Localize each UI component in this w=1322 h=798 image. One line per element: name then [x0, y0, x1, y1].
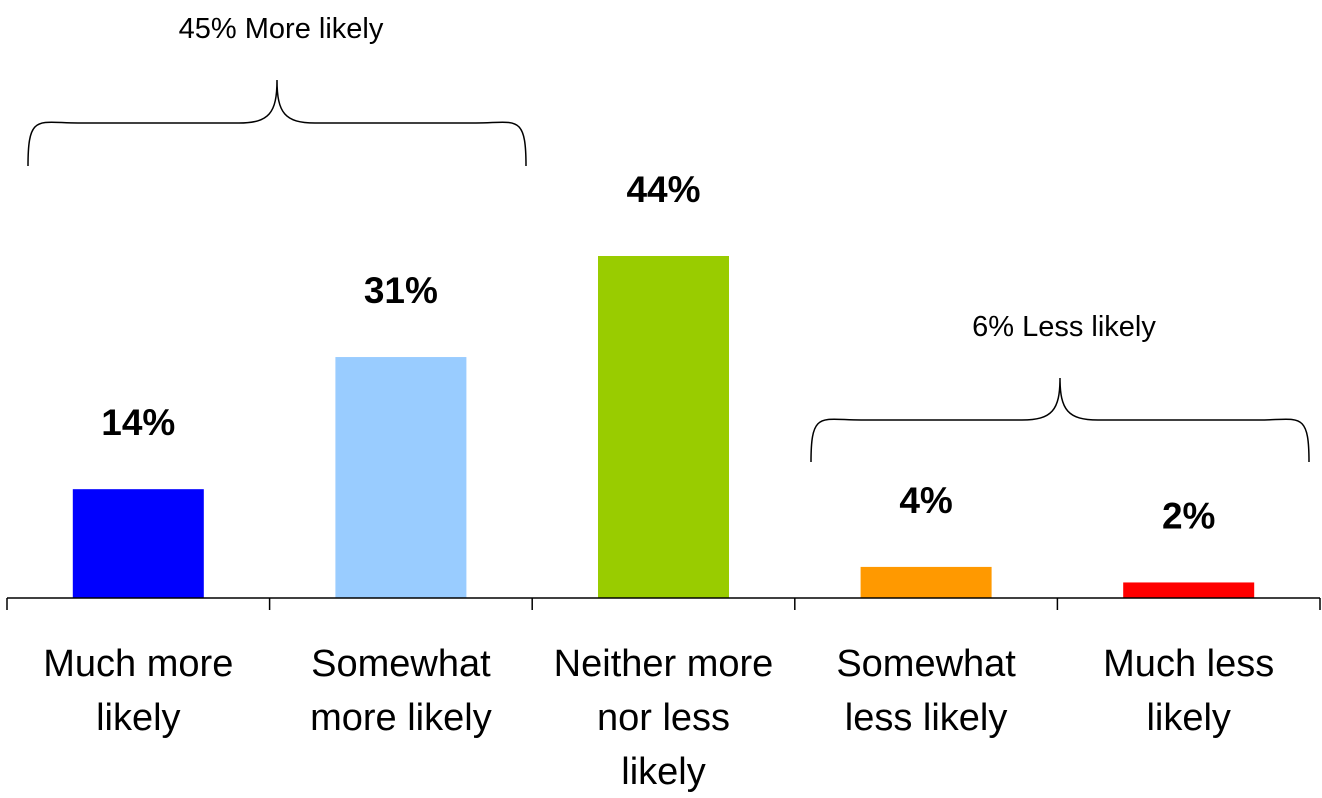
brace-annotation-label: 45% More likely: [179, 13, 384, 45]
brace-annotation-label: 6% Less likely: [972, 311, 1156, 343]
curly-brace: [27, 79, 527, 167]
bar: [860, 566, 992, 598]
x-axis: Much more likely Somewhat more likely Neithe…: [6, 597, 1321, 793]
x-tick-label: Neither more nor less likely: [554, 643, 774, 793]
bar-value-label: 14%: [101, 402, 175, 443]
annotation-braces: 45% More likely 6% Less likely: [27, 13, 1310, 463]
bar-value-label: 4%: [899, 480, 952, 521]
bar-value-label: 44%: [626, 169, 700, 210]
x-tick-label: Much less likely: [1103, 643, 1274, 739]
x-tick-label: Somewhat more likely: [310, 643, 492, 739]
x-tick-label: Somewhat less likely: [836, 643, 1016, 739]
bar: [1123, 582, 1255, 598]
bar-value-label: 2%: [1162, 495, 1215, 536]
bars-group: 14% 31% 44% 4% 2%: [72, 169, 1255, 598]
x-tick-label: Much more likely: [43, 643, 233, 739]
bar: [335, 357, 467, 598]
bar-value-label: 31%: [364, 270, 438, 311]
bar: [72, 489, 204, 598]
bar: [598, 256, 729, 598]
curly-brace: [810, 377, 1310, 463]
